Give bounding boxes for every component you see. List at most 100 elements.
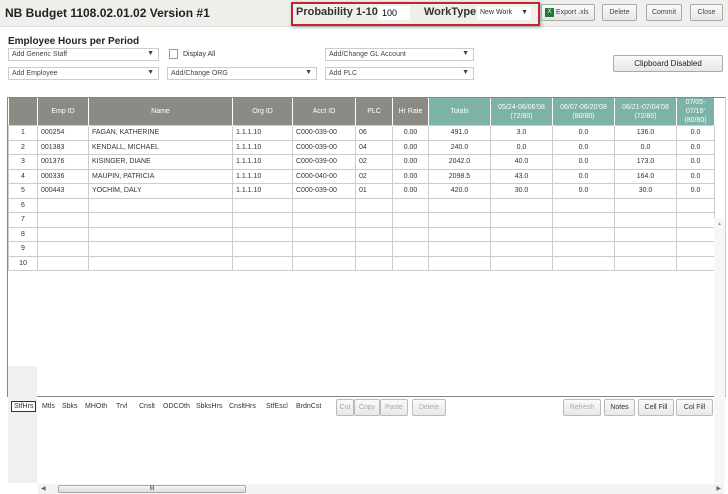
grid-cell[interactable]: 1.1.1.10: [232, 168, 293, 184]
grid-cell[interactable]: [428, 212, 491, 228]
grid-cell[interactable]: 06: [355, 125, 393, 141]
grid-cell[interactable]: [88, 197, 233, 213]
grid-cell[interactable]: 0.0: [676, 154, 715, 170]
grid-cell[interactable]: [490, 226, 553, 242]
tab-sbks[interactable]: Sbks: [62, 403, 78, 410]
grid-cell[interactable]: [428, 197, 491, 213]
column-header[interactable]: Org ID: [232, 98, 293, 126]
grid-cell[interactable]: 0.0: [552, 183, 615, 199]
grid-cell[interactable]: [37, 241, 89, 257]
grid-cell[interactable]: 0.0: [614, 139, 677, 155]
grid-cell[interactable]: 1.1.1.10: [232, 125, 293, 141]
tab-brdncst[interactable]: BrdnCst: [296, 403, 322, 410]
grid-cell[interactable]: [232, 241, 293, 257]
tab-mtls[interactable]: Mtls: [42, 403, 55, 410]
vertical-scrollbar[interactable]: ▲: [714, 218, 725, 483]
grid-cell[interactable]: C000-039-00: [292, 139, 356, 155]
column-header[interactable]: 05/24-06/06’08 (72/80): [490, 98, 553, 126]
gl-account-select[interactable]: Add/Change GL Account ▼: [325, 48, 474, 61]
grid-cell[interactable]: [355, 197, 393, 213]
grid-cell[interactable]: [232, 212, 293, 228]
grid-cell[interactable]: 0.00: [392, 154, 429, 170]
export-xls-button[interactable]: X Export .xls: [541, 4, 595, 21]
grid-cell[interactable]: [490, 241, 553, 257]
cell-fill-button[interactable]: Cell Fill: [638, 399, 674, 416]
grid-cell[interactable]: [490, 255, 553, 271]
grid-cell[interactable]: 0.0: [676, 139, 715, 155]
grid-cell[interactable]: 173.0: [614, 154, 677, 170]
grid-cell[interactable]: [37, 212, 89, 228]
column-header[interactable]: Totals: [428, 98, 491, 126]
grid-cell[interactable]: [676, 226, 715, 242]
horizontal-scrollbar[interactable]: ◀ III ▶: [38, 484, 724, 494]
column-header[interactable]: Emp ID: [37, 98, 89, 126]
scroll-thumb[interactable]: III: [58, 485, 246, 493]
column-header[interactable]: 06/21-07/04’08 (72/80): [614, 98, 677, 126]
paste-button[interactable]: Paste: [380, 399, 408, 416]
grid-cell[interactable]: [552, 212, 615, 228]
probability-input[interactable]: [378, 6, 410, 20]
grid-cell[interactable]: 0.0: [552, 168, 615, 184]
grid-cell[interactable]: [676, 197, 715, 213]
grid-cell[interactable]: [292, 226, 356, 242]
worktype-select[interactable]: New Work ▼: [477, 7, 531, 20]
grid-cell[interactable]: 0.00: [392, 139, 429, 155]
column-header[interactable]: Hr Rate: [392, 98, 429, 126]
grid-cell[interactable]: C000-039-00: [292, 125, 356, 141]
tab-stfescl[interactable]: StfEscl: [266, 403, 288, 410]
grid-cell[interactable]: [292, 241, 356, 257]
grid-cell[interactable]: 001383: [37, 139, 89, 155]
tab-cnslt[interactable]: Cnslt: [139, 403, 155, 410]
grid-cell[interactable]: 1.1.1.10: [232, 183, 293, 199]
grid-cell[interactable]: KENDALL, MICHAEL: [88, 139, 233, 155]
grid-cell[interactable]: MAUPIN, PATRICIA: [88, 168, 233, 184]
grid-cell[interactable]: 240.0: [428, 139, 491, 155]
column-header[interactable]: Name: [88, 98, 233, 126]
tab-trvl[interactable]: Trvl: [116, 403, 128, 410]
grid-cell[interactable]: [392, 255, 429, 271]
grid-cell[interactable]: 0.0: [490, 139, 553, 155]
grid-cell[interactable]: [614, 255, 677, 271]
grid-cell[interactable]: [676, 255, 715, 271]
tab-odcoth[interactable]: ODCOth: [163, 403, 190, 410]
commit-button[interactable]: Commit: [646, 4, 682, 21]
grid-cell[interactable]: [552, 226, 615, 242]
grid-cell[interactable]: 001376: [37, 154, 89, 170]
grid-cell[interactable]: 000336: [37, 168, 89, 184]
grid-cell[interactable]: [614, 212, 677, 228]
tab-stfhrs[interactable]: StfHrs: [11, 401, 37, 412]
grid-cell[interactable]: [392, 241, 429, 257]
grid-cell[interactable]: 30.0: [490, 183, 553, 199]
tab-cnslthrs[interactable]: CnsltHrs: [229, 403, 256, 410]
display-all-checkbox[interactable]: [169, 49, 178, 59]
delete-button[interactable]: Delete: [412, 399, 446, 416]
grid-cell[interactable]: [552, 241, 615, 257]
grid-cell[interactable]: [88, 212, 233, 228]
grid-cell[interactable]: [392, 226, 429, 242]
grid-cell[interactable]: [676, 212, 715, 228]
grid-cell[interactable]: [428, 241, 491, 257]
grid-cell[interactable]: 2098.5: [428, 168, 491, 184]
grid-cell[interactable]: YOCHIM, DALY: [88, 183, 233, 199]
column-header[interactable]: [8, 98, 38, 126]
column-header[interactable]: Acct ID: [292, 98, 356, 126]
grid-cell[interactable]: [552, 255, 615, 271]
tab-mhoth[interactable]: MHOth: [85, 403, 108, 410]
grid-cell[interactable]: 1.1.1.10: [232, 154, 293, 170]
grid-cell[interactable]: 0.0: [552, 139, 615, 155]
cut-button[interactable]: Cut: [336, 399, 354, 416]
grid-cell[interactable]: [428, 226, 491, 242]
grid-cell[interactable]: 01: [355, 183, 393, 199]
grid-cell[interactable]: 3.0: [490, 125, 553, 141]
change-org-select[interactable]: Add/Change ORG ▼: [167, 67, 317, 80]
grid-cell[interactable]: [392, 212, 429, 228]
grid-cell[interactable]: [232, 255, 293, 271]
grid-cell[interactable]: [232, 197, 293, 213]
grid-cell[interactable]: [552, 197, 615, 213]
grid-cell[interactable]: [292, 255, 356, 271]
grid-cell[interactable]: 136.0: [614, 125, 677, 141]
grid-cell[interactable]: [292, 212, 356, 228]
add-plc-select[interactable]: Add PLC ▼: [325, 67, 474, 80]
grid-cell[interactable]: 43.0: [490, 168, 553, 184]
grid-cell[interactable]: 02: [355, 154, 393, 170]
